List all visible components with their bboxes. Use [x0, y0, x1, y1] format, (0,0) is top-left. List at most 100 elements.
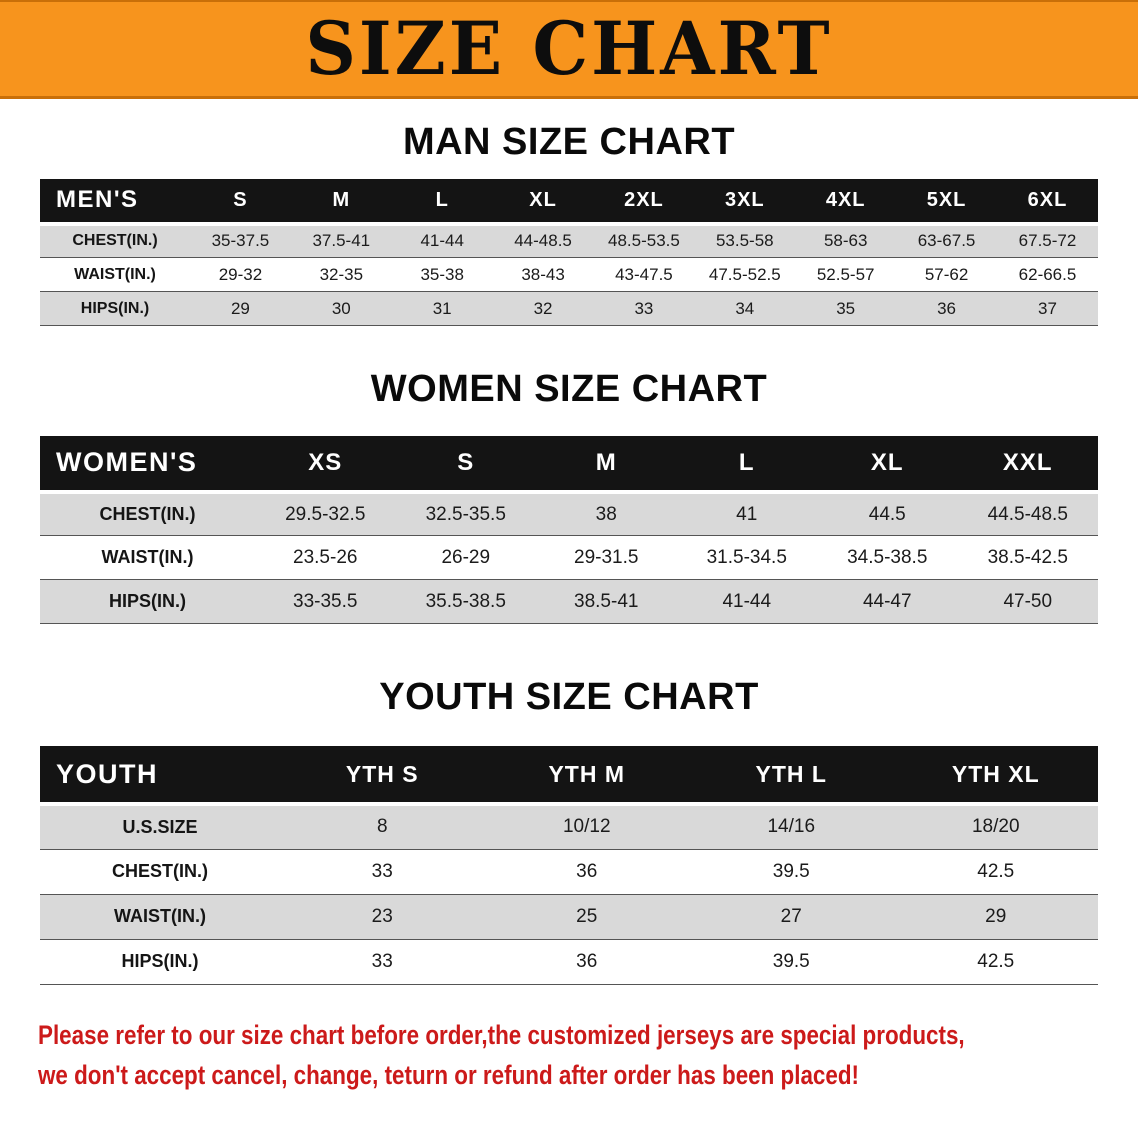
- table-cell: 63-67.5: [917, 231, 976, 251]
- youth-section-title: YOUTH SIZE CHART: [379, 676, 759, 719]
- size-column-header: L: [676, 435, 817, 494]
- footer-notice: Please refer to our size chart before or…: [38, 1015, 1138, 1095]
- table-cell: 35: [836, 298, 856, 318]
- table-row: CHEST(IN.) 29.5-32.5 32.5-35.5 38 41 44.5 44.5…: [40, 491, 1098, 536]
- table-cell: 32-35: [319, 264, 364, 284]
- table-cell: 62-66.5: [1018, 264, 1077, 284]
- page-title: SIZE CHART: [305, 5, 833, 92]
- table-cell: 18/20: [971, 816, 1020, 838]
- table-cell: 35.5-38.5: [425, 590, 506, 612]
- row-label: CHEST(IN.): [112, 861, 208, 882]
- table-cell: 29: [230, 298, 250, 318]
- header-row: MEN'S S M L XL 2XL 3XL 4XL 5XL 6XL: [40, 178, 1098, 226]
- table-cell: 33: [634, 298, 654, 318]
- table-cell: 35-37.5: [211, 231, 270, 251]
- row-label: U.S.SIZE: [122, 816, 198, 837]
- table-cell: 8: [376, 816, 388, 838]
- row-label: WAIST(IN.): [101, 547, 194, 568]
- notice-line-2: we don't accept cancel, change, teturn o…: [38, 1059, 859, 1090]
- size-column-header: 4XL: [795, 178, 897, 226]
- women-section-title: WOMEN SIZE CHART: [370, 368, 768, 411]
- table-row: HIPS(IN.) 29 30 31 32 33 34 35 36 37: [40, 291, 1098, 326]
- size-column-header: M: [536, 435, 677, 494]
- row-label: WAIST(IN.): [74, 265, 156, 283]
- size-column-header: 5XL: [896, 178, 997, 226]
- men-section-title: MAN SIZE CHART: [402, 121, 736, 163]
- table-cell: 57-62: [924, 264, 969, 284]
- table-cell: 33: [371, 860, 393, 882]
- table-cell: 39.5: [772, 950, 810, 972]
- table-cell: 29-32: [218, 264, 263, 284]
- table-cell: 14/16: [767, 816, 816, 838]
- table-cell: 31: [432, 298, 452, 318]
- size-column-header: YTH S: [280, 746, 485, 807]
- table-cell: 41-44: [722, 590, 772, 612]
- size-column-header: YTH M: [484, 746, 689, 807]
- table-corner-label: YOUTH: [40, 746, 280, 807]
- size-column-header: YTH L: [689, 746, 894, 807]
- size-column-header: S: [395, 435, 536, 494]
- size-column-header: 2XL: [593, 178, 695, 226]
- table-cell: 43-47.5: [615, 264, 673, 284]
- size-column-header: XL: [817, 435, 958, 494]
- table-cell: 27: [780, 905, 802, 927]
- table-cell: 58-63: [823, 231, 868, 251]
- table-cell: 29-31.5: [574, 546, 639, 568]
- table-cell: 44-48.5: [514, 231, 572, 251]
- table-cell: 33: [371, 950, 393, 972]
- table-row: HIPS(IN.) 33 36 39.5 42.5: [40, 939, 1098, 985]
- table-cell: 38-43: [521, 264, 565, 284]
- size-column-header: YTH XL: [893, 746, 1098, 807]
- size-column-header: 3XL: [694, 178, 796, 226]
- table-cell: 38.5-41: [574, 590, 639, 612]
- banner: SIZE CHART: [0, 0, 1138, 99]
- notice-line-1: Please refer to our size chart before or…: [38, 1019, 965, 1050]
- table-cell: 29: [985, 905, 1007, 927]
- table-cell: 30: [331, 298, 351, 318]
- table-row: WAIST(IN.) 29-32 32-35 35-38 38-43 43-47.5 47.…: [40, 258, 1098, 292]
- table-cell: 10/12: [562, 816, 611, 838]
- table-cell: 42.5: [977, 860, 1015, 882]
- size-column-header: XL: [492, 178, 594, 226]
- table-cell: 47.5-52.5: [708, 264, 781, 284]
- table-cell: 31.5-34.5: [706, 546, 787, 568]
- table-cell: 52.5-57: [816, 264, 875, 284]
- table-cell: 35-38: [420, 264, 464, 284]
- table-cell: 67.5-72: [1018, 231, 1077, 251]
- table-cell: 23: [371, 905, 393, 927]
- table-cell: 32.5-35.5: [425, 503, 506, 525]
- youth-size-table: YOUTH YTH S YTH M YTH L YTH XL U.S.SIZE 8 10/12…: [40, 746, 1098, 985]
- size-column-header: S: [190, 178, 291, 226]
- women-size-table: WOMEN'S XS S M L XL XXL CHEST(IN.) 29.5-32.5 32.5…: [40, 435, 1098, 625]
- youth-size-section: YOUTH SIZE CHART YOUTH YTH S YTH M YTH L YTH…: [0, 676, 1138, 985]
- table-cell: 44.5: [868, 503, 906, 525]
- men-size-section: MAN SIZE CHART MEN'S S M L XL 2XL 3XL 4XL 5XL 6XL…: [0, 121, 1138, 326]
- table-cell: 44-47: [862, 590, 912, 612]
- table-cell: 41: [736, 503, 758, 525]
- table-cell: 32: [533, 298, 553, 318]
- header-row: YOUTH YTH S YTH M YTH L YTH XL: [40, 746, 1098, 807]
- table-corner-label: MEN'S: [40, 178, 190, 226]
- table-row: CHEST(IN.) 35-37.5 37.5-41 41-44 44-48.5 48.5…: [40, 223, 1098, 258]
- row-label: CHEST(IN.): [72, 232, 158, 250]
- table-row: HIPS(IN.) 33-35.5 35.5-38.5 38.5-41 41-44 44-…: [40, 579, 1098, 624]
- women-size-section: WOMEN SIZE CHART WOMEN'S XS S M L XL XXL CHEST(…: [0, 368, 1138, 624]
- table-cell: 47-50: [1003, 590, 1053, 612]
- row-label: HIPS(IN.): [80, 299, 150, 317]
- table-row: WAIST(IN.) 23 25 27 29: [40, 894, 1098, 940]
- table-row: CHEST(IN.) 33 36 39.5 42.5: [40, 849, 1098, 895]
- table-cell: 23.5-26: [293, 546, 358, 568]
- table-cell: 38: [595, 503, 617, 525]
- row-label: HIPS(IN.): [108, 591, 186, 612]
- header-row: WOMEN'S XS S M L XL XXL: [40, 435, 1098, 494]
- row-label: WAIST(IN.): [114, 906, 206, 927]
- table-cell: 37.5-41: [312, 231, 371, 251]
- table-cell: 53.5-58: [715, 231, 774, 251]
- table-cell: 37: [1038, 298, 1057, 318]
- table-cell: 34.5-38.5: [847, 546, 928, 568]
- row-label: HIPS(IN.): [121, 951, 199, 972]
- table-row: U.S.SIZE 8 10/12 14/16 18/20: [40, 804, 1098, 850]
- table-cell: 44.5-48.5: [987, 503, 1068, 525]
- size-column-header: M: [290, 178, 392, 226]
